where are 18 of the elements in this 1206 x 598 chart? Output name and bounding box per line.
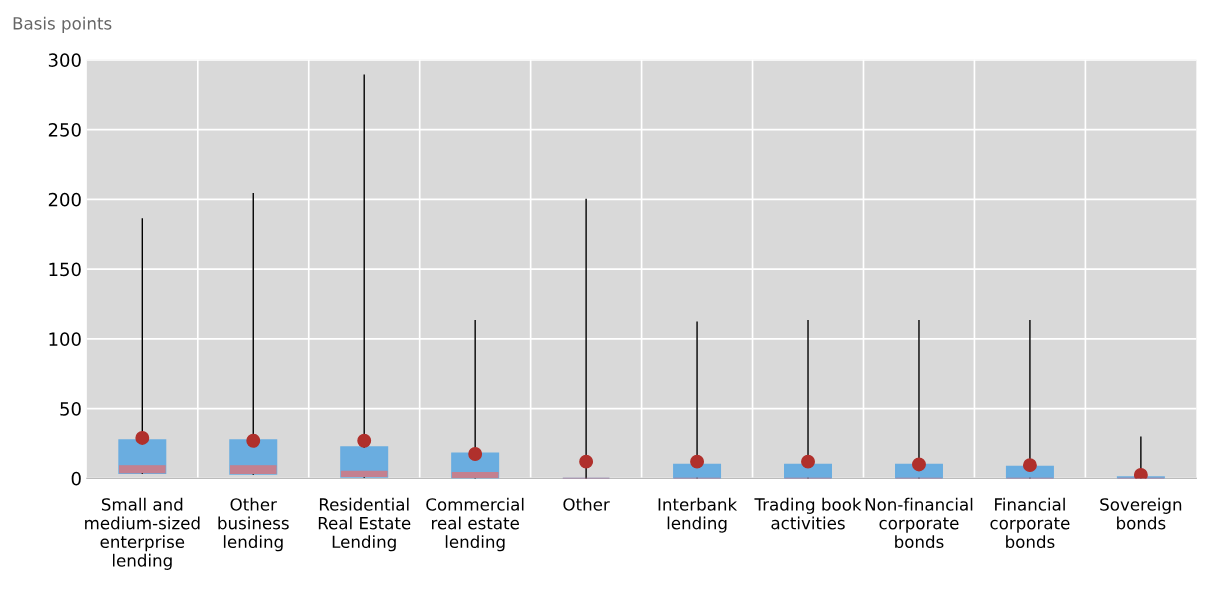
- x-tick-label: Other: [563, 497, 610, 511]
- x-tick-label: Residential Real Estate Lending: [318, 497, 411, 552]
- y-tick-label: 300: [48, 53, 81, 67]
- x-tick-label: Non-financial corporate bonds: [865, 497, 973, 549]
- y-tick-label: 200: [48, 192, 81, 207]
- y-tick-label: 0: [71, 471, 81, 486]
- x-tick-label: Interbank lending: [658, 497, 738, 533]
- x-tick-label: Small and medium-sized enterprise lending: [85, 497, 200, 570]
- y-tick-label: 250: [48, 123, 81, 137]
- x-tick-label: Sovereign bonds: [1100, 497, 1182, 530]
- y-tick-label: 100: [49, 332, 81, 346]
- y-tick-label: 50: [60, 402, 81, 416]
- x-tick-label: Other business lending: [218, 497, 289, 552]
- y-tick-label: 150: [49, 262, 81, 277]
- x-tick-label: Commercial real estate lending: [426, 497, 524, 552]
- x-tick-label: Trading book activities: [754, 497, 862, 530]
- y-axis-title: Basis points: [13, 16, 112, 33]
- x-tick-label: Financial corporate bonds: [990, 497, 1070, 549]
